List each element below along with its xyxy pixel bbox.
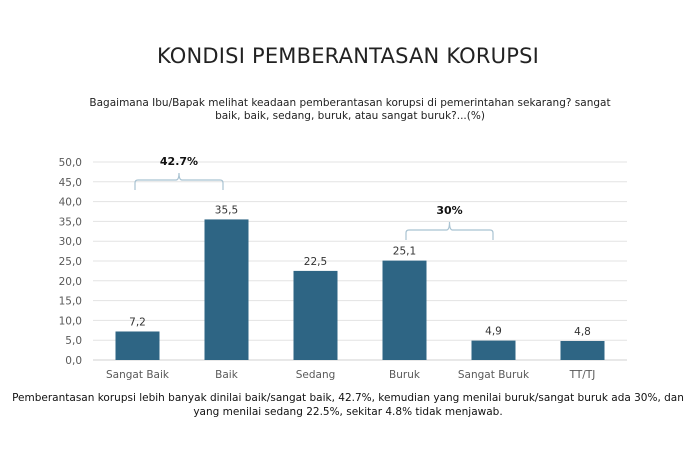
y-tick-label: 20,0 xyxy=(59,276,82,288)
y-tick-label: 30,0 xyxy=(59,236,82,248)
data-label: 4,8 xyxy=(574,326,591,338)
y-tick-label: 15,0 xyxy=(59,296,82,308)
chart-subtitle-question: Bagaimana Ibu/Bapak melihat keadaan pemb… xyxy=(89,97,611,122)
x-tick-label: Sangat Buruk xyxy=(458,369,530,381)
annotation-label: 42.7% xyxy=(160,155,198,168)
annotation-brace xyxy=(405,221,494,240)
y-tick-label: 35,0 xyxy=(59,216,82,228)
x-tick-label: Baik xyxy=(215,369,239,381)
bar-sangat-buruk xyxy=(471,340,516,360)
x-tick-label: TT/TJ xyxy=(569,369,596,381)
bar-tt-tj xyxy=(560,340,605,360)
annotation-label: 30% xyxy=(436,204,462,217)
data-label: 35,5 xyxy=(215,204,238,216)
chart-title: KONDISI PEMBERANTASAN KORUPSI xyxy=(156,44,540,68)
x-tick-label: Sedang xyxy=(296,369,336,381)
y-tick-label: 5,0 xyxy=(65,335,82,347)
bar-sedang xyxy=(293,270,338,360)
chart-caption: Pemberantasan korupsi lebih banyak dinil… xyxy=(12,392,684,418)
x-tick-label: Buruk xyxy=(389,369,421,381)
y-tick-label: 40,0 xyxy=(59,197,82,209)
annotation-brace xyxy=(134,172,224,190)
y-tick-label: 10,0 xyxy=(59,315,82,327)
bar-sangat-baik xyxy=(115,331,160,360)
y-tick-label: 45,0 xyxy=(59,177,82,189)
data-label: 7,2 xyxy=(129,316,146,328)
y-tick-label: 0,0 xyxy=(65,355,82,367)
data-label: 4,9 xyxy=(485,326,502,338)
bar-buruk xyxy=(382,260,427,360)
bar-baik xyxy=(204,219,249,360)
x-tick-label: Sangat Baik xyxy=(106,369,170,381)
data-label: 22,5 xyxy=(304,256,327,268)
y-tick-label: 50,0 xyxy=(59,157,82,169)
y-tick-label: 25,0 xyxy=(59,256,82,268)
data-label: 25,1 xyxy=(393,246,416,258)
